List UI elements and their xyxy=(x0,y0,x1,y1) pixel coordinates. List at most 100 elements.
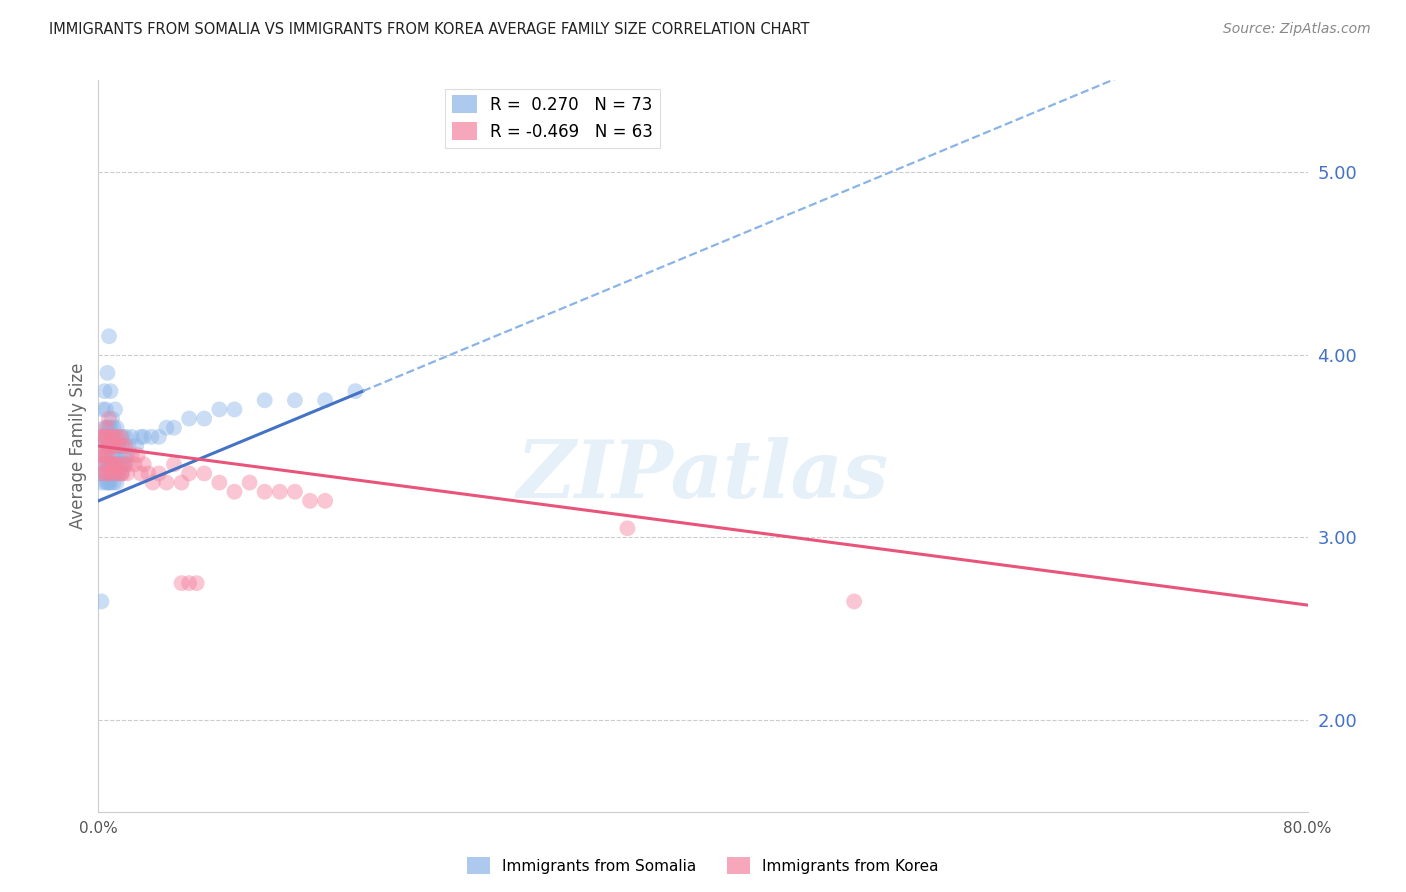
Point xyxy=(90,439,112,453)
Point xyxy=(104,430,127,444)
Point xyxy=(148,430,170,444)
Point xyxy=(100,384,122,398)
Point xyxy=(163,421,186,435)
Point xyxy=(112,448,135,462)
Point xyxy=(129,467,152,481)
Point xyxy=(100,467,122,481)
Point xyxy=(108,457,131,471)
Point xyxy=(103,421,125,435)
Point xyxy=(105,430,128,444)
Point xyxy=(115,448,138,462)
Point xyxy=(112,457,135,471)
Point xyxy=(155,421,177,435)
Point xyxy=(114,430,136,444)
Point xyxy=(93,448,115,462)
Point xyxy=(253,393,276,408)
Point xyxy=(91,430,114,444)
Point xyxy=(844,594,866,608)
Point xyxy=(90,467,112,481)
Point xyxy=(111,430,134,444)
Point xyxy=(103,439,125,453)
Point xyxy=(101,411,124,425)
Point xyxy=(96,457,118,471)
Point xyxy=(89,467,111,481)
Point xyxy=(104,448,127,462)
Point xyxy=(101,430,124,444)
Point xyxy=(132,457,155,471)
Point xyxy=(91,457,114,471)
Point xyxy=(96,421,118,435)
Point xyxy=(179,411,201,425)
Point xyxy=(103,467,125,481)
Point xyxy=(127,448,149,462)
Point xyxy=(111,439,134,453)
Point xyxy=(90,475,112,490)
Point xyxy=(253,484,276,499)
Point xyxy=(105,457,128,471)
Point xyxy=(170,576,193,591)
Point xyxy=(110,467,132,481)
Point xyxy=(94,402,117,417)
Point xyxy=(132,430,155,444)
Point xyxy=(98,421,121,435)
Point xyxy=(93,430,115,444)
Legend: R =  0.270   N = 73, R = -0.469   N = 63: R = 0.270 N = 73, R = -0.469 N = 63 xyxy=(446,88,659,147)
Point xyxy=(98,475,121,490)
Point xyxy=(284,393,307,408)
Point xyxy=(111,457,134,471)
Point xyxy=(103,439,125,453)
Point xyxy=(110,467,132,481)
Legend: Immigrants from Somalia, Immigrants from Korea: Immigrants from Somalia, Immigrants from… xyxy=(461,851,945,880)
Point xyxy=(98,329,121,343)
Point xyxy=(111,467,134,481)
Point xyxy=(107,439,129,453)
Point xyxy=(314,494,336,508)
Point xyxy=(170,475,193,490)
Point xyxy=(93,457,115,471)
Point xyxy=(224,484,246,499)
Point xyxy=(96,430,118,444)
Point xyxy=(91,402,114,417)
Point xyxy=(118,457,141,471)
Point xyxy=(110,430,132,444)
Text: ZIPatlas: ZIPatlas xyxy=(517,436,889,514)
Point xyxy=(96,366,118,380)
Point xyxy=(125,439,148,453)
Point xyxy=(107,467,129,481)
Point xyxy=(186,576,208,591)
Point xyxy=(94,453,117,467)
Point xyxy=(124,457,146,471)
Point xyxy=(193,467,215,481)
Point xyxy=(163,457,186,471)
Point xyxy=(98,439,121,453)
Point xyxy=(101,457,124,471)
Point xyxy=(114,457,136,471)
Point xyxy=(118,439,141,453)
Point xyxy=(239,475,262,490)
Point xyxy=(314,393,336,408)
Point xyxy=(121,448,143,462)
Point xyxy=(136,467,159,481)
Point xyxy=(284,484,307,499)
Point xyxy=(115,467,138,481)
Point xyxy=(114,439,136,453)
Point xyxy=(94,448,117,462)
Point xyxy=(100,439,122,453)
Text: IMMIGRANTS FROM SOMALIA VS IMMIGRANTS FROM KOREA AVERAGE FAMILY SIZE CORRELATION: IMMIGRANTS FROM SOMALIA VS IMMIGRANTS FR… xyxy=(49,22,810,37)
Point xyxy=(101,448,124,462)
Point xyxy=(94,430,117,444)
Point xyxy=(141,430,163,444)
Point xyxy=(93,384,115,398)
Point xyxy=(208,402,231,417)
Point xyxy=(179,467,201,481)
Point xyxy=(96,448,118,462)
Point xyxy=(103,475,125,490)
Point xyxy=(616,521,638,535)
Y-axis label: Average Family Size: Average Family Size xyxy=(69,363,87,529)
Point xyxy=(105,421,128,435)
Point xyxy=(100,457,122,471)
Point xyxy=(208,475,231,490)
Point xyxy=(100,439,122,453)
Point xyxy=(193,411,215,425)
Point xyxy=(91,448,114,462)
